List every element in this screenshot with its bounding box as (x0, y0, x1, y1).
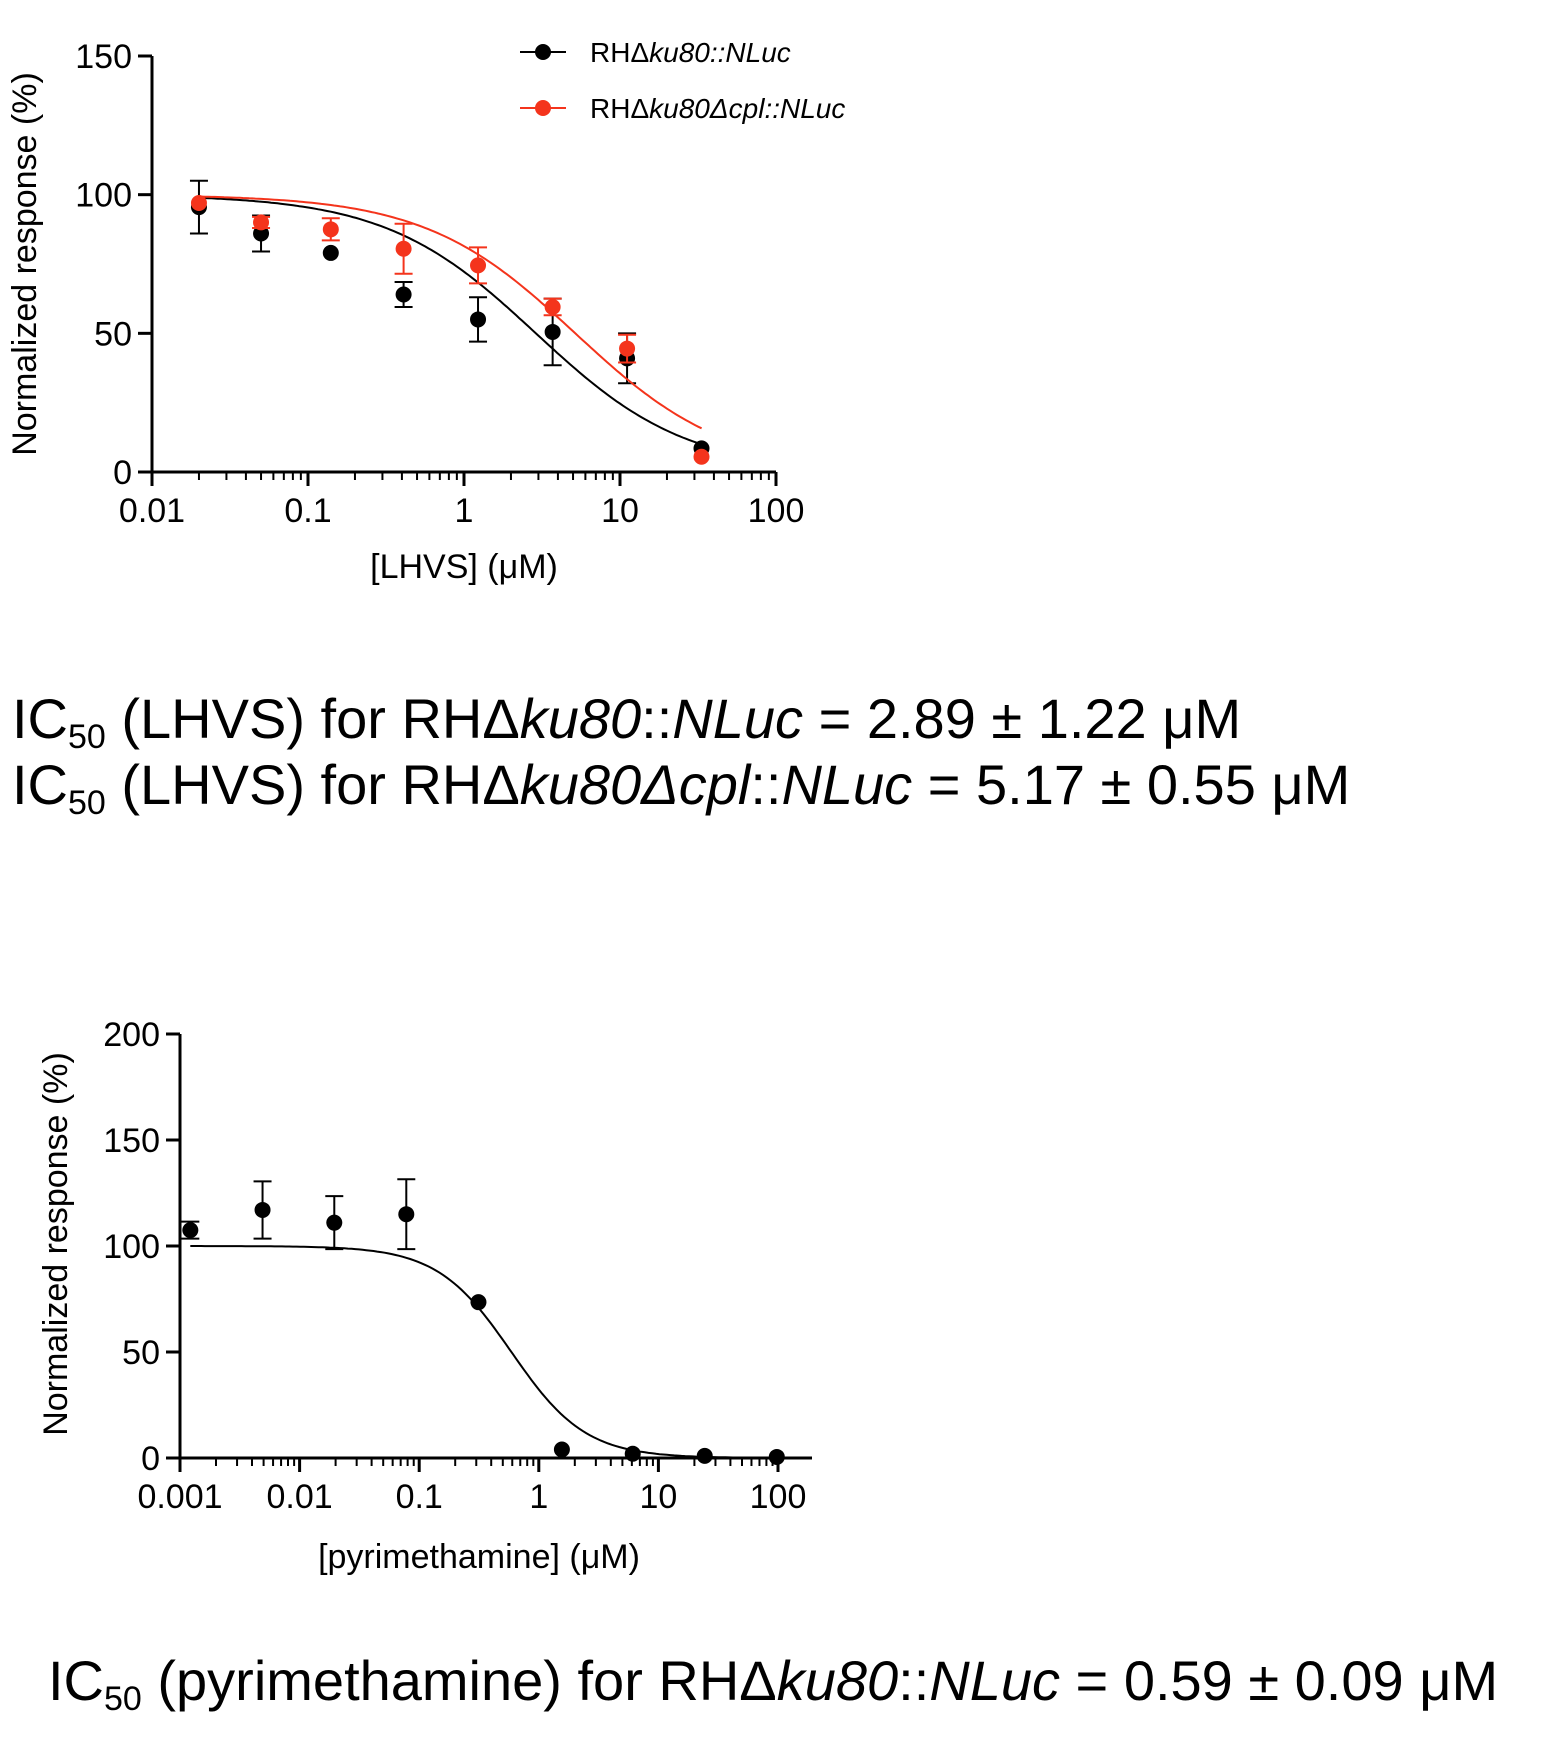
x-tick-label: 0.1 (396, 1478, 443, 1516)
y-axis-title: Normalized response (%) (37, 1052, 75, 1436)
y-tick-label: 50 (94, 315, 132, 353)
x-tick-label: 100 (748, 492, 805, 530)
data-point (544, 323, 561, 340)
legend-marker (535, 100, 551, 116)
ic50-separator: :: (750, 753, 782, 816)
data-point (395, 286, 412, 303)
ic50-prefix: IC (12, 687, 68, 750)
x-tick-label: 1 (455, 492, 474, 530)
data-point (322, 221, 339, 238)
x-tick-label: 0.001 (137, 1478, 222, 1516)
legend-label: RHΔku80::NLuc (590, 37, 791, 68)
data-point (470, 257, 487, 274)
x-tick-label: 0.01 (119, 492, 185, 530)
x-tick-label: 0.01 (267, 1478, 333, 1516)
legend-marker (535, 44, 551, 60)
ic50-value: = 0.59 ± 0.09 μM (1060, 1649, 1499, 1712)
ic50-value: = 2.89 ± 1.22 μM (803, 687, 1242, 750)
x-tick-label: 10 (639, 1478, 677, 1516)
data-point (619, 340, 636, 357)
data-point (254, 1201, 271, 1218)
y-tick-label: 150 (103, 1122, 160, 1160)
data-point (470, 311, 487, 328)
data-point (470, 1294, 487, 1311)
data-point (253, 225, 270, 242)
ic50-strain-italic: ku80 (776, 1649, 899, 1712)
ic50-compound: (LHVS) for RHΔ (105, 687, 520, 750)
data-point (624, 1445, 641, 1462)
ic50-prefix: IC (48, 1649, 104, 1712)
data-point (768, 1448, 785, 1465)
ic50-value: = 5.17 ± 0.55 μM (912, 753, 1351, 816)
data-point (693, 448, 710, 465)
x-tick-label: 10 (601, 492, 639, 530)
ic50-line-lhvs-ku80: IC50 (LHVS) for RHΔku80::NLuc = 2.89 ± 1… (12, 686, 1241, 770)
fit-curve (190, 1245, 777, 1459)
ic50-reporter-italic: NLuc (781, 753, 913, 816)
y-tick-label: 100 (103, 1228, 160, 1266)
y-tick-label: 150 (75, 38, 132, 76)
data-point (322, 244, 339, 261)
series-2: RHΔku80Δcpl::NLuc (190, 93, 845, 465)
y-tick-label: 100 (75, 177, 132, 215)
x-tick-label: 0.1 (284, 492, 331, 530)
data-point (326, 1214, 343, 1231)
ic50-line-lhvs-ku80-cpl: IC50 (LHVS) for RHΔku80Δcpl::NLuc = 5.17… (12, 752, 1350, 836)
ic50-separator: :: (898, 1649, 930, 1712)
series-1 (181, 1178, 785, 1465)
y-tick-label: 0 (113, 454, 132, 492)
fit-curve (198, 196, 702, 446)
x-axis-title: [pyrimethamine] (μM) (318, 1538, 640, 1576)
ic50-reporter-italic: NLuc (929, 1649, 1060, 1712)
y-tick-label: 200 (103, 1016, 160, 1054)
data-point (398, 1206, 415, 1223)
ic50-prefix: IC (12, 753, 68, 816)
ic50-line-pyrimethamine: IC50 (pyrimethamine) for RHΔku80::NLuc =… (48, 1648, 1498, 1732)
y-tick-label: 0 (141, 1440, 160, 1478)
data-point (190, 194, 207, 211)
data-point (544, 298, 561, 315)
x-tick-label: 1 (529, 1478, 548, 1516)
ic50-strain-italic: ku80 (519, 687, 642, 750)
y-axis-title: Normalized response (%) (6, 72, 44, 456)
ic50-subscript: 50 (68, 718, 106, 756)
ic50-compound: (pyrimethamine) for RHΔ (141, 1649, 777, 1712)
data-point (182, 1222, 199, 1239)
legend-label: RHΔku80Δcpl::NLuc (590, 93, 845, 124)
fit-curve (198, 195, 703, 430)
ic50-separator: :: (641, 687, 673, 750)
ic50-reporter-italic: NLuc (672, 687, 804, 750)
series-1: RHΔku80::NLuc (189, 37, 791, 457)
ic50-subscript: 50 (104, 1680, 142, 1718)
data-point (395, 240, 412, 257)
chart-1: 0 50 100 150 0.01 0.1 1 10 100 [LHVS] (μM) Normali… (6, 37, 845, 586)
x-axis-title: [LHVS] (μM) (370, 548, 558, 586)
data-point (696, 1447, 713, 1464)
data-point (553, 1441, 570, 1458)
ic50-subscript: 50 (68, 784, 106, 822)
chart-2: 0 50 100 150 200 0.001 0.01 0.1 1 10 100 [pyrimetha… (37, 1016, 812, 1576)
ic50-strain-italic: ku80Δcpl (519, 753, 751, 816)
data-point (253, 214, 270, 231)
x-tick-label: 100 (750, 1478, 807, 1516)
ic50-compound: (LHVS) for RHΔ (105, 753, 520, 816)
y-tick-label: 50 (122, 1334, 160, 1372)
